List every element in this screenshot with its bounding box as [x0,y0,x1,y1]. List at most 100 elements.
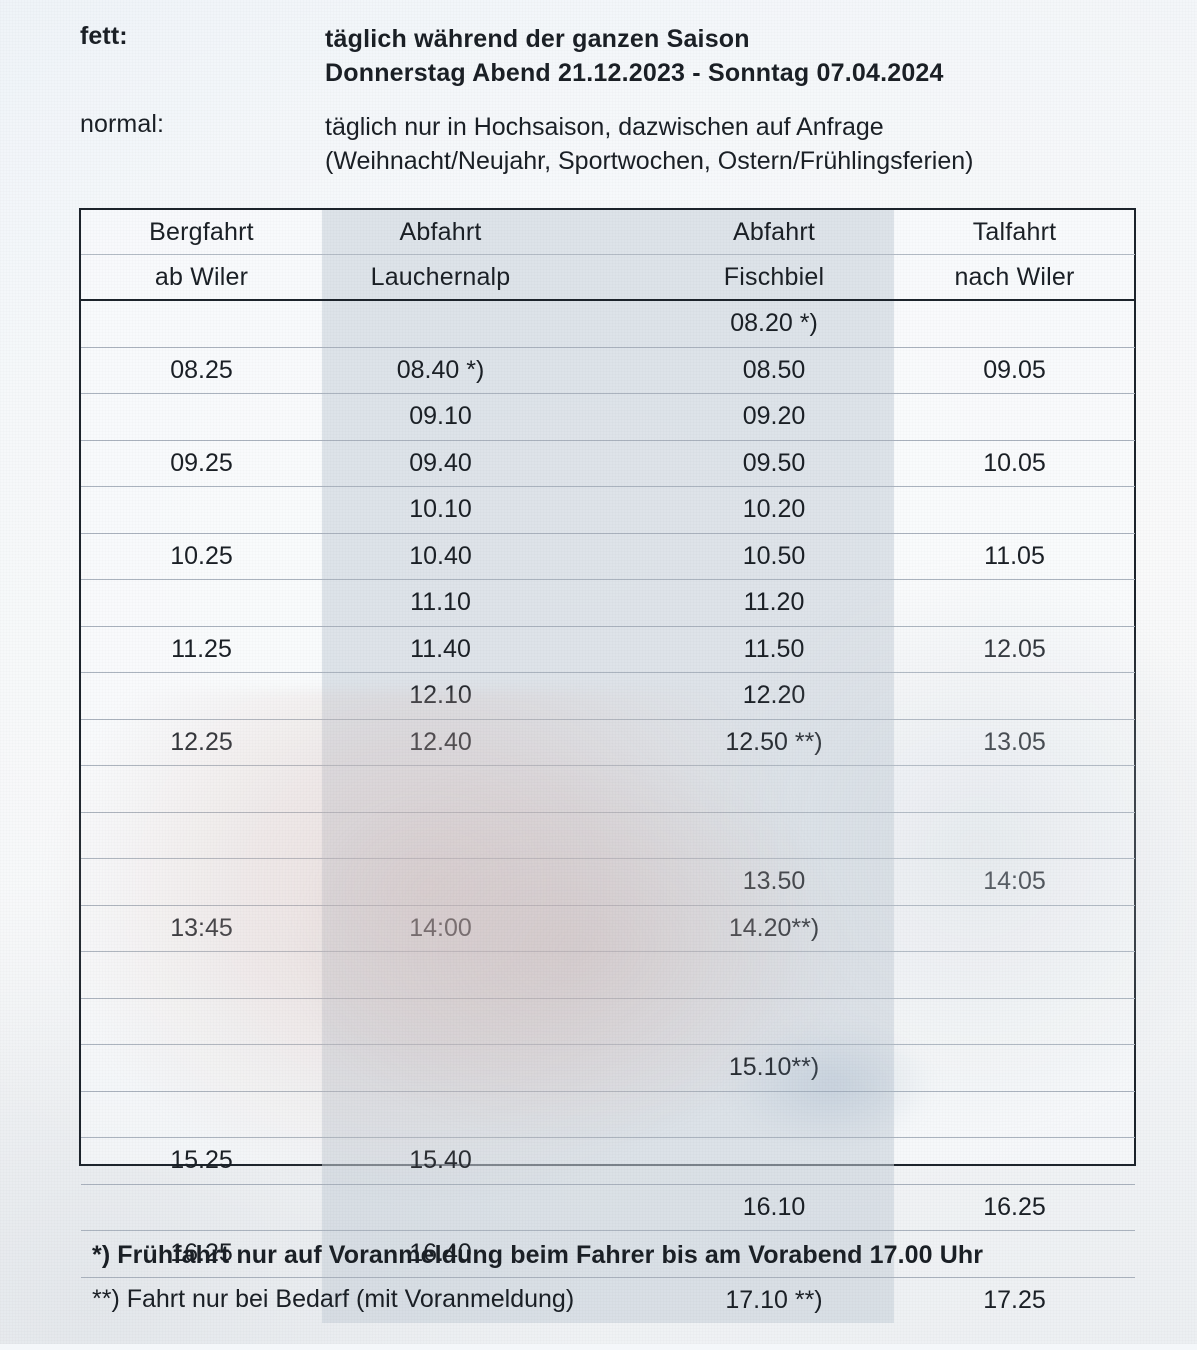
cell-ab-wiler: 12.25 [81,719,322,766]
cell-lauchernalp [322,300,559,348]
legend-text-normal: täglich nur in Hochsaison, dazwischen au… [325,110,973,178]
footnotes-block: *) Frühfahrt nur auf Voranmeldung beim F… [92,1233,1152,1321]
cell-ab-wiler [81,579,322,627]
cell-fischbiel: 13.50 [654,858,894,906]
cell-fischbiel: 09.50 [654,440,894,487]
header-spacer-col-2 [559,254,654,301]
cell-fischbiel: 10.50 [654,533,894,580]
cell-lauchernalp [322,1044,559,1092]
table-row: 08.20 *) [81,300,1135,348]
cell-nach-wiler: 14:05 [894,858,1135,906]
cell-nach-wiler: 09.05 [894,347,1135,394]
cell-lauchernalp: 12.40 [322,719,559,766]
header-nach-wiler: nach Wiler [894,254,1135,301]
cell-lauchernalp: 09.10 [322,393,559,441]
cell-spacer [559,672,654,720]
cell-spacer [559,719,654,766]
cell-ab-wiler: 09.25 [81,440,322,487]
cell-lauchernalp [322,1277,559,1323]
cell-spacer [559,812,654,859]
cell-fischbiel [654,1230,894,1278]
table-row: 09.25 09.40 09.50 10.05 [81,440,1135,487]
cell-ab-wiler: 10.25 [81,533,322,580]
cell-nach-wiler [894,1230,1135,1278]
cell-fischbiel: 14.20**) [654,905,894,952]
cell-nach-wiler [894,998,1135,1045]
table-row [81,998,1135,1045]
cell-spacer [559,858,654,906]
cell-spacer [559,533,654,580]
cell-ab-wiler [81,1091,322,1138]
table-row: 12.10 12.20 [81,672,1135,720]
cell-lauchernalp [322,812,559,859]
cell-spacer [559,1137,654,1185]
legend-fett-line1: täglich während der ganzen Saison [325,25,750,53]
legend-row-fett: fett: täglich während der ganzen Saison … [80,22,944,90]
cell-spacer [559,579,654,627]
cell-lauchernalp: 11.10 [322,579,559,627]
cell-nach-wiler: 17.25 [983,1285,1046,1314]
cell-lauchernalp: 10.40 [322,533,559,580]
legend-row-normal: normal: täglich nur in Hochsaison, dazwi… [80,110,973,178]
cell-lauchernalp [322,858,559,906]
header-row-top: Bergfahrt Abfahrt Abfahrt Talfahrt [81,210,1135,255]
cell-nach-wiler [894,486,1135,534]
cell-fischbiel: 15.10**) [654,1044,894,1092]
cell-ab-wiler [81,998,322,1045]
table-row: 09.10 09.20 [81,393,1135,441]
cell-nach-wiler [894,905,1135,952]
cell-nach-wiler: 11.05 [894,533,1135,580]
cell-fischbiel [654,998,894,1045]
cell-ab-wiler [81,951,322,999]
cell-nach-wiler: 13.05 [894,719,1135,766]
cell-nach-wiler [894,393,1135,441]
cell-spacer [559,765,654,813]
cell-ab-wiler: 11.25 [81,626,322,673]
table-row: 13:45 14:00 14.20**) [81,905,1135,952]
cell-lauchernalp [322,1184,559,1231]
table-row: 16.10 16.25 [81,1184,1135,1231]
legend-fett-line2: Donnerstag Abend 21.12.2023 - Sonntag 07… [325,59,944,87]
cell-spacer [559,1184,654,1231]
cell-spacer [559,998,654,1045]
cell-fischbiel [654,812,894,859]
cell-lauchernalp: 08.40 *) [322,347,559,394]
cell-spacer [559,486,654,534]
header-abfahrt-fischbiel: Abfahrt [654,210,894,255]
cell-nach-wiler: 12.05 [894,626,1135,673]
table-row [81,951,1135,999]
cell-lauchernalp: 10.10 [322,486,559,534]
cell-fischbiel [654,765,894,813]
cell-ab-wiler: 08.25 [81,347,322,394]
cell-spacer [559,440,654,487]
cell-nach-wiler [894,765,1135,813]
cell-fischbiel: 16.10 [654,1184,894,1231]
cell-ab-wiler [81,765,322,813]
table-row: 13.50 14:05 [81,858,1135,906]
cell-spacer [559,393,654,441]
cell-nach-wiler [894,300,1135,348]
table-row: 11.10 11.20 [81,579,1135,627]
header-abfahrt-lauchernalp: Abfahrt [322,210,559,255]
table-row: 08.25 08.40 *) 08.50 09.05 [81,347,1135,394]
header-spacer-col [559,210,654,255]
header-ab-wiler: ab Wiler [81,254,322,301]
cell-ab-wiler [81,300,322,348]
legend-label-normal: normal: [80,110,165,138]
cell-lauchernalp [322,765,559,813]
cell-fischbiel: 08.20 *) [654,300,894,348]
cell-nach-wiler [894,812,1135,859]
cell-ab-wiler: 13:45 [81,905,322,952]
table-row [81,765,1135,813]
legend-normal-line2: (Weihnacht/Neujahr, Sportwochen, Ostern/… [325,147,974,175]
cell-fischbiel: 17.10 **) [654,1277,894,1323]
table-row: 10.10 10.20 [81,486,1135,534]
cell-ab-wiler [81,812,322,859]
timetable: Bergfahrt Abfahrt Abfahrt Talfahrt ab Wi… [79,208,1136,1323]
table-row [81,1091,1135,1138]
cell-fischbiel: 11.20 [654,579,894,627]
table-row: 16.25 16.40 [81,1230,1135,1278]
header-talfahrt: Talfahrt [894,210,1135,255]
header-bergfahrt: Bergfahrt [81,210,322,255]
cell-nach-wiler [894,579,1135,627]
